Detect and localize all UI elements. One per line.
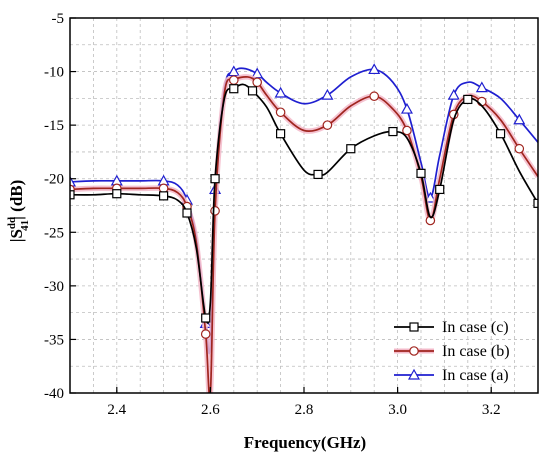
data-point — [513, 113, 526, 125]
data-point — [346, 144, 356, 154]
data-point — [229, 84, 239, 94]
data-point — [477, 96, 487, 107]
data-point — [369, 91, 379, 102]
y-tick-label: -40 — [44, 386, 64, 402]
data-point — [200, 329, 211, 339]
legend-label: In case (a) — [442, 367, 509, 384]
data-point — [368, 63, 381, 75]
x-tick-label: 2.4 — [107, 402, 126, 418]
x-tick-label: 2.8 — [295, 402, 314, 418]
data-point — [210, 174, 220, 184]
axis-ticks: 2.4 2.6 2.8 3.0 3.2 -40 -35 -30 -25 -20 -15 -10 -5 — [44, 11, 501, 418]
data-point — [402, 125, 412, 136]
x-tick-label: 3.0 — [388, 402, 407, 418]
data-point — [159, 191, 169, 201]
data-point — [247, 86, 258, 96]
data-point — [201, 313, 211, 323]
x-axis-title: Frequency(GHz) — [244, 433, 366, 452]
data-point — [533, 198, 538, 208]
data-point — [321, 88, 334, 100]
y-tick-label: -10 — [44, 65, 64, 81]
data-point — [495, 129, 506, 139]
series-line — [70, 76, 538, 393]
series-line — [70, 83, 538, 324]
y-tick-label: -15 — [44, 118, 64, 134]
data-point — [70, 190, 75, 200]
data-point — [475, 81, 488, 93]
legend-entry: In case (c) — [394, 319, 509, 336]
y-tick-label: -25 — [44, 225, 64, 241]
data-point — [182, 208, 192, 218]
data-point — [447, 88, 460, 100]
data-point — [435, 184, 445, 195]
series-triangle — [70, 63, 538, 354]
legend: In case (c) In case (b) In case (a) — [394, 319, 510, 384]
series-circle — [70, 74, 538, 393]
data-point — [463, 94, 473, 105]
y-axis-title-sub: 41 — [19, 220, 31, 231]
series-square — [70, 83, 538, 324]
data-point — [252, 77, 263, 88]
y-tick-label: -35 — [44, 332, 64, 348]
data-point — [227, 65, 240, 77]
legend-entry: In case (b) — [394, 343, 510, 360]
x-tick-label: 3.2 — [482, 402, 501, 418]
y-axis-title-suffix: | (dB) — [7, 180, 26, 220]
data-point — [313, 169, 323, 180]
data-point — [112, 189, 122, 199]
data-point — [274, 86, 287, 98]
y-axis-title-prefix: |S — [7, 229, 26, 242]
y-axis-title-sup: dd — [6, 217, 18, 229]
legend-marker — [407, 368, 421, 380]
y-tick-label: -5 — [52, 11, 65, 27]
data-point — [400, 102, 413, 114]
legend-entry: In case (a) — [394, 367, 509, 384]
y-axis-title: |Sdd41| (dB) — [6, 180, 31, 243]
data-point — [388, 126, 398, 137]
data-point — [210, 206, 220, 216]
data-point — [276, 129, 286, 139]
y-tick-label: -20 — [44, 172, 64, 188]
series-line — [70, 67, 538, 354]
gridlines — [70, 18, 538, 393]
y-tick-label: -30 — [44, 279, 64, 295]
data-point — [514, 143, 525, 154]
legend-marker — [409, 346, 419, 356]
series-layer — [70, 63, 538, 393]
data-point — [416, 168, 426, 178]
x-tick-label: 2.6 — [201, 402, 220, 418]
data-point — [322, 120, 333, 130]
legend-label: In case (b) — [442, 343, 510, 360]
legend-label: In case (c) — [442, 319, 509, 336]
legend-marker — [409, 322, 419, 332]
data-point — [275, 107, 286, 118]
data-point — [229, 75, 239, 85]
